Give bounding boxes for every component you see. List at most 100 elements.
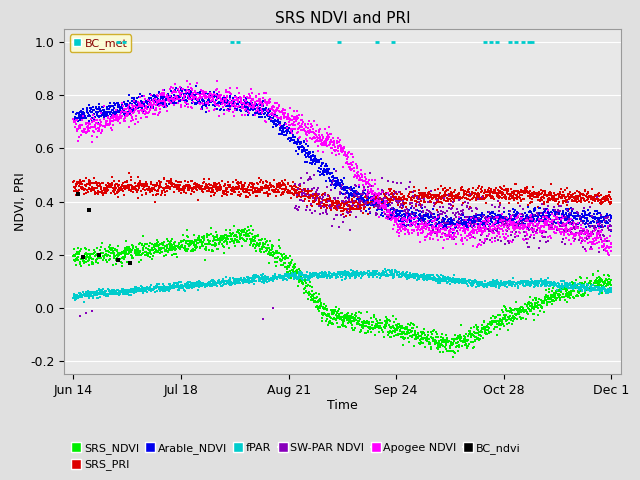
SRS_NDVI bbox=[233, 226, 243, 234]
Apogee NDVI bbox=[467, 227, 477, 235]
Apogee NDVI bbox=[367, 188, 377, 196]
fPAR bbox=[416, 271, 426, 279]
Apogee NDVI bbox=[141, 108, 151, 116]
SRS_PRI bbox=[312, 192, 323, 199]
Arable_NDVI bbox=[598, 215, 609, 223]
SW-PAR NDVI bbox=[495, 201, 506, 208]
SRS_PRI bbox=[371, 198, 381, 205]
SRS_NDVI bbox=[122, 258, 132, 265]
Apogee NDVI bbox=[164, 97, 174, 105]
Apogee NDVI bbox=[409, 218, 419, 226]
SRS_NDVI bbox=[408, 332, 418, 339]
SRS_NDVI bbox=[236, 230, 246, 238]
Apogee NDVI bbox=[294, 124, 305, 132]
SRS_PRI bbox=[300, 187, 310, 195]
SRS_PRI bbox=[315, 194, 325, 202]
fPAR bbox=[184, 281, 195, 288]
Arable_NDVI bbox=[486, 215, 496, 222]
Arable_NDVI bbox=[477, 220, 487, 228]
SRS_NDVI bbox=[436, 336, 446, 344]
SW-PAR NDVI bbox=[454, 196, 465, 204]
Apogee NDVI bbox=[221, 106, 232, 114]
SRS_PRI bbox=[401, 199, 411, 206]
SRS_NDVI bbox=[231, 237, 241, 244]
Arable_NDVI bbox=[136, 103, 146, 110]
fPAR bbox=[597, 285, 607, 292]
fPAR bbox=[208, 279, 218, 287]
SRS_NDVI bbox=[154, 244, 164, 252]
SRS_NDVI bbox=[602, 271, 612, 278]
SW-PAR NDVI bbox=[408, 192, 418, 200]
Arable_NDVI bbox=[358, 194, 369, 202]
fPAR bbox=[371, 271, 381, 278]
Arable_NDVI bbox=[450, 223, 460, 230]
Apogee NDVI bbox=[262, 107, 273, 115]
Apogee NDVI bbox=[321, 136, 332, 144]
SRS_NDVI bbox=[293, 276, 303, 283]
SRS_NDVI bbox=[119, 255, 129, 263]
SRS_PRI bbox=[408, 196, 418, 204]
SRS_NDVI bbox=[528, 296, 538, 304]
SW-PAR NDVI bbox=[450, 212, 460, 219]
Apogee NDVI bbox=[160, 99, 170, 107]
SRS_PRI bbox=[141, 178, 152, 186]
SRS_PRI bbox=[444, 192, 454, 199]
fPAR bbox=[546, 279, 556, 287]
SRS_PRI bbox=[551, 196, 561, 204]
SRS_NDVI bbox=[512, 310, 522, 318]
SRS_PRI bbox=[257, 183, 268, 191]
Apogee NDVI bbox=[337, 148, 347, 156]
Apogee NDVI bbox=[124, 104, 134, 112]
Apogee NDVI bbox=[535, 228, 545, 235]
Arable_NDVI bbox=[129, 98, 139, 106]
Arable_NDVI bbox=[292, 144, 303, 151]
SRS_NDVI bbox=[252, 232, 262, 240]
Apogee NDVI bbox=[380, 199, 390, 206]
Arable_NDVI bbox=[321, 160, 331, 168]
SRS_PRI bbox=[520, 188, 531, 196]
SRS_PRI bbox=[478, 190, 488, 197]
fPAR bbox=[192, 278, 202, 286]
SRS_NDVI bbox=[169, 245, 179, 253]
Apogee NDVI bbox=[525, 216, 535, 223]
Arable_NDVI bbox=[511, 219, 521, 227]
Apogee NDVI bbox=[134, 99, 145, 107]
fPAR bbox=[428, 275, 438, 283]
fPAR bbox=[556, 283, 566, 290]
SRS_NDVI bbox=[497, 321, 508, 328]
fPAR bbox=[230, 280, 240, 288]
SRS_NDVI bbox=[330, 314, 340, 322]
Apogee NDVI bbox=[367, 182, 378, 190]
Arable_NDVI bbox=[102, 103, 112, 110]
SRS_PRI bbox=[328, 198, 338, 206]
SRS_PRI bbox=[509, 187, 519, 195]
fPAR bbox=[289, 273, 300, 281]
Apogee NDVI bbox=[145, 106, 155, 113]
SW-PAR NDVI bbox=[361, 200, 371, 208]
SRS_NDVI bbox=[113, 249, 123, 257]
SW-PAR NDVI bbox=[559, 226, 570, 234]
Apogee NDVI bbox=[334, 138, 344, 146]
Arable_NDVI bbox=[164, 96, 175, 104]
SRS_PRI bbox=[132, 188, 142, 196]
SRS_NDVI bbox=[442, 347, 452, 354]
Apogee NDVI bbox=[148, 97, 159, 105]
fPAR bbox=[509, 278, 519, 286]
SRS_NDVI bbox=[145, 247, 156, 254]
SW-PAR NDVI bbox=[441, 220, 451, 228]
Arable_NDVI bbox=[531, 217, 541, 225]
SW-PAR NDVI bbox=[320, 192, 330, 199]
Apogee NDVI bbox=[170, 94, 180, 101]
SRS_NDVI bbox=[566, 278, 577, 286]
SRS_PRI bbox=[605, 193, 615, 201]
Apogee NDVI bbox=[377, 202, 387, 210]
fPAR bbox=[604, 288, 614, 295]
Arable_NDVI bbox=[454, 218, 465, 226]
SRS_NDVI bbox=[289, 268, 299, 276]
fPAR bbox=[461, 277, 471, 285]
fPAR bbox=[167, 282, 177, 289]
Apogee NDVI bbox=[548, 216, 558, 224]
SRS_PRI bbox=[309, 191, 319, 198]
fPAR bbox=[186, 279, 196, 287]
SRS_NDVI bbox=[111, 256, 121, 264]
